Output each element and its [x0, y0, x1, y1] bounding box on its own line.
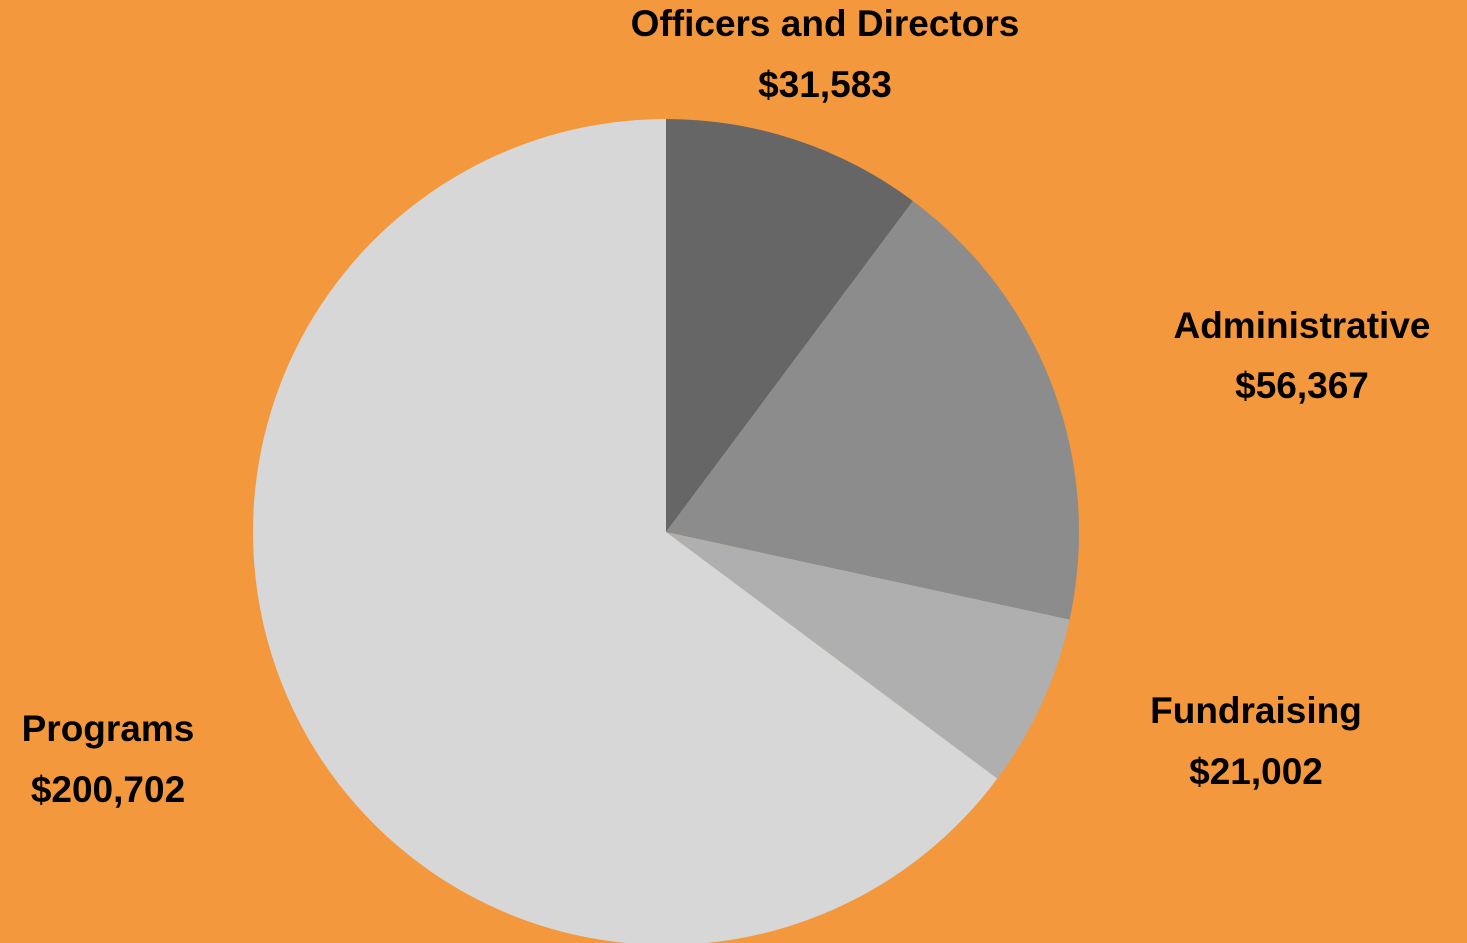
slice-label: Administrative [1173, 305, 1430, 346]
slice-value-label: $56,367 [1235, 365, 1369, 406]
pie-slice [666, 532, 1070, 779]
slice-label: Fundraising [1150, 690, 1362, 731]
slice-label: Officers and Directors [631, 3, 1020, 44]
pie-slice [666, 119, 913, 532]
pie-slice [253, 119, 998, 943]
pie-slice [666, 200, 1079, 620]
slice-value-label: $31,583 [758, 64, 892, 105]
slice-value-label: $200,702 [31, 769, 185, 810]
slice-label: Programs [22, 708, 195, 749]
slice-value-label: $21,002 [1189, 751, 1323, 792]
